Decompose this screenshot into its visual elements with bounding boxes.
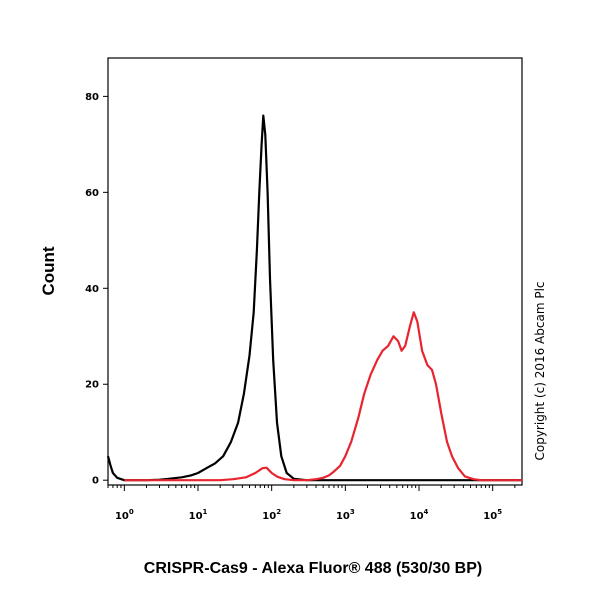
series-line-1 (106, 114, 522, 482)
x-tick-label: 105 (483, 508, 502, 522)
y-tick-label: 20 (85, 380, 99, 391)
y-tick-label: 0 (92, 476, 99, 487)
x-tick-label: 104 (410, 508, 429, 522)
x-tick-label: 103 (336, 508, 355, 522)
x-tick-label: 100 (115, 508, 134, 522)
y-tick-label: 40 (85, 284, 99, 295)
y-axis: 0 20 40 60 80 (85, 92, 108, 487)
series-group (106, 114, 522, 482)
x-tick-label: 102 (262, 508, 281, 522)
y-axis-title: Count (39, 246, 58, 295)
copyright-annotation: Copyright (c) 2016 Abcam Plc (533, 281, 547, 460)
y-tick-label: 60 (85, 188, 99, 199)
series-line-2 (124, 311, 522, 482)
x-axis-title: CRISPR-Cas9 - Alexa Fluor® 488 (530/30 B… (144, 560, 482, 577)
plot-frame (107, 57, 523, 486)
y-tick-label: 80 (85, 92, 99, 103)
x-tick-label: 101 (189, 508, 208, 522)
x-axis: 100 101 102 103 104 105 (107, 485, 516, 522)
